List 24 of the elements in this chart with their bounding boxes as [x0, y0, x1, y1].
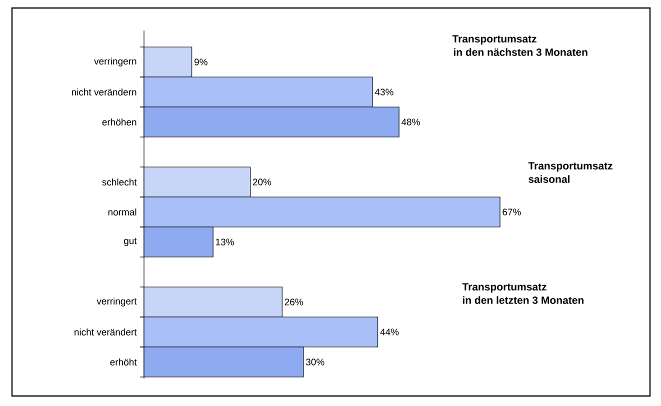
- y-tick-label: gut: [124, 238, 137, 246]
- data-label: 48%: [401, 118, 420, 126]
- annotation: in den nächsten 3 Monaten: [454, 48, 588, 56]
- y-tick-label: erhöhen: [102, 118, 136, 126]
- data-label: 30%: [306, 358, 324, 366]
- y-tick-label: verringern: [94, 58, 136, 66]
- data-label: 43%: [374, 88, 394, 96]
- data-label: 26%: [284, 298, 304, 306]
- y-tick-label: schlecht: [102, 178, 137, 186]
- annotation: Transportumsatz: [452, 35, 536, 45]
- y-tick-label: nicht verändert: [74, 328, 137, 336]
- y-tick-label: erhöht: [110, 358, 137, 366]
- annotation: Transportumsatz: [462, 283, 546, 293]
- data-label: 20%: [252, 178, 272, 186]
- annotation: in den letzten 3 Monaten: [462, 296, 584, 304]
- data-label: 13%: [216, 238, 234, 246]
- y-tick-label: verringert: [96, 298, 137, 306]
- text: saisonal: [528, 175, 570, 183]
- y-tick-label: nicht verändern: [72, 88, 136, 96]
- data-label: 67%: [502, 208, 521, 216]
- y-tick-label: normal: [108, 208, 136, 216]
- data-label: 44%: [380, 328, 399, 336]
- text: Transportumsatz: [528, 162, 612, 172]
- data-label: 9%: [194, 58, 208, 66]
